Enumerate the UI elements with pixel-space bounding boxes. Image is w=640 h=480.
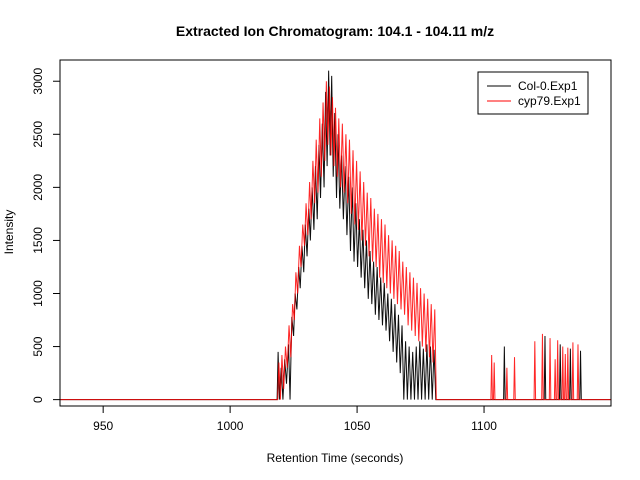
series-line-cyp79-exp1 [60, 81, 611, 401]
y-tick-label-3000: 3000 [31, 68, 45, 95]
x-tick-label-1000: 1000 [217, 419, 244, 433]
y-tick-label-1500: 1500 [31, 227, 45, 254]
chart-title: Extracted Ion Chromatogram: 104.1 - 104.… [176, 23, 494, 39]
y-axis: 0 500 1000 1500 2000 2500 3000 [31, 68, 60, 403]
y-tick-label-2000: 2000 [31, 174, 45, 201]
legend-label-col-0-exp1: Col-0.Exp1 [518, 79, 578, 93]
y-tick-label-2500: 2500 [31, 121, 45, 148]
x-tick-label-950: 950 [93, 419, 113, 433]
x-axis: 950 1000 1050 1100 [93, 406, 497, 433]
series-line-col-0-exp1 [60, 70, 611, 401]
plot-frame [59, 59, 612, 407]
x-tick-label-1100: 1100 [471, 419, 497, 433]
plot-area [60, 70, 611, 401]
y-tick-label-0: 0 [31, 396, 45, 403]
y-axis-label: Intensity [2, 210, 16, 255]
x-axis-label: Retention Time (seconds) [267, 451, 404, 465]
x-tick-label-1050: 1050 [344, 419, 371, 433]
legend-box [477, 71, 589, 115]
legend-label-cyp79-exp1: cyp79.Exp1 [518, 94, 581, 108]
y-tick-label-1000: 1000 [31, 280, 45, 307]
y-tick-label-500: 500 [31, 336, 45, 356]
